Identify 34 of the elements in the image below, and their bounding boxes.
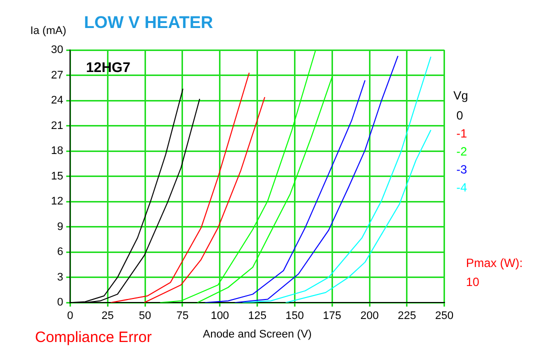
y-tick-label: 27 bbox=[50, 69, 64, 82]
x-tick-label: 250 bbox=[435, 310, 454, 322]
y-tick-label: 15 bbox=[50, 170, 64, 182]
x-tick-label: 75 bbox=[176, 310, 189, 322]
chart-title: LOW V HEATER bbox=[84, 13, 214, 32]
x-axis-title: Anode and Screen (V) bbox=[202, 328, 312, 340]
legend-title: Vg bbox=[453, 88, 468, 102]
text: Compliance Error bbox=[35, 329, 152, 346]
x-tick-label: 200 bbox=[360, 310, 379, 322]
text: -4 bbox=[456, 180, 468, 195]
text: -2 bbox=[456, 144, 468, 159]
x-tick-label: 225 bbox=[398, 310, 416, 322]
text: 0 bbox=[456, 108, 464, 123]
y-tick-label: 12 bbox=[50, 196, 64, 208]
text: -3 bbox=[456, 162, 468, 177]
x-tick-label: 0 bbox=[67, 310, 74, 322]
y-tick-label: 24 bbox=[50, 94, 64, 107]
x-tick-label: 175 bbox=[322, 310, 342, 322]
y-tick-label: 6 bbox=[57, 246, 64, 258]
y-tick-label: 21 bbox=[50, 120, 64, 132]
text: Pmax (W): bbox=[466, 256, 523, 270]
text: 10 bbox=[466, 275, 480, 289]
x-tick-label: 125 bbox=[248, 310, 266, 322]
y-tick-label: 3 bbox=[57, 271, 64, 284]
x-tick-label: 150 bbox=[286, 310, 304, 322]
y-axis-title: Ia (mA) bbox=[30, 25, 66, 37]
x-tick-label: 25 bbox=[102, 310, 114, 322]
text: -1 bbox=[456, 126, 468, 141]
x-tick-label: 100 bbox=[210, 310, 230, 322]
y-tick-label: 30 bbox=[50, 44, 64, 56]
y-tick-label: 18 bbox=[50, 145, 64, 158]
y-tick-label: 0 bbox=[57, 296, 64, 309]
x-tick-label: 50 bbox=[138, 310, 152, 322]
y-tick-label: 9 bbox=[57, 220, 64, 233]
